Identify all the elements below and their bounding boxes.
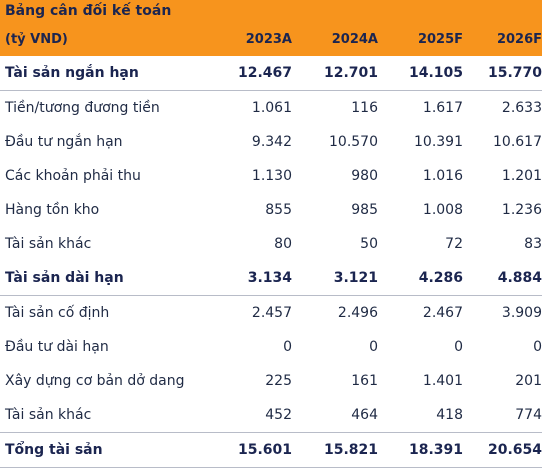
subtotal-row: Tổng tài sản 15.601 15.821 18.391 20.654 bbox=[0, 432, 542, 468]
table-row: Hàng tồn kho 855 985 1.008 1.236 bbox=[0, 193, 542, 227]
cell-value: 774 bbox=[515, 407, 542, 423]
cell-value: 0 bbox=[369, 339, 378, 355]
cell-value: 83 bbox=[524, 236, 542, 252]
column-label: 2024A bbox=[331, 31, 378, 47]
cell-value: 1.201 bbox=[501, 168, 542, 184]
table-row: Tài sản cố định 2.457 2.496 2.467 3.909 bbox=[0, 296, 542, 330]
table-row: Tài sản khác 80 50 72 83 bbox=[0, 227, 542, 261]
table-row: Tiền/tương đương tiền 1.061 116 1.617 2.633 bbox=[0, 91, 542, 125]
cell-value: 464 bbox=[351, 407, 378, 423]
cell-value: 1.617 bbox=[422, 100, 463, 116]
cell-value: 116 bbox=[351, 100, 378, 116]
row-label: Tài sản dài hạn bbox=[5, 270, 124, 286]
cell-value: 10.570 bbox=[329, 134, 378, 150]
cell-value: 0 bbox=[454, 339, 463, 355]
cell-value: 201 bbox=[515, 373, 542, 389]
cell-value: 1.008 bbox=[422, 202, 463, 218]
cell-value: 9.342 bbox=[251, 134, 292, 150]
column-label: 2026F bbox=[496, 31, 542, 47]
table-row: Các khoản phải thu 1.130 980 1.016 1.201 bbox=[0, 159, 542, 193]
cell-value: 225 bbox=[265, 373, 292, 389]
cell-value: 1.236 bbox=[501, 202, 542, 218]
cell-value: 0 bbox=[283, 339, 292, 355]
table-row: Tài sản khác 452 464 418 774 bbox=[0, 398, 542, 432]
cell-value: 20.654 bbox=[487, 442, 542, 458]
row-label: Tài sản cố định bbox=[5, 305, 110, 321]
table-body: Tài sản ngắn hạn 12.467 12.701 14.105 15.770… bbox=[0, 56, 542, 468]
cell-value: 10.617 bbox=[493, 134, 542, 150]
cell-value: 15.821 bbox=[323, 442, 378, 458]
cell-value: 2.457 bbox=[251, 305, 292, 321]
cell-value: 2.467 bbox=[422, 305, 463, 321]
cell-value: 0 bbox=[533, 339, 542, 355]
header-band: Bảng cân đối kế toán (tỷ VND) 2023A 2024A 2… bbox=[0, 0, 542, 56]
cell-value: 161 bbox=[351, 373, 378, 389]
cell-value: 10.391 bbox=[414, 134, 463, 150]
cell-value: 4.884 bbox=[497, 270, 542, 286]
column-header: (tỷ VND) 2023A 2024A 2025F 2026F bbox=[0, 22, 542, 56]
row-label: Tài sản ngắn hạn bbox=[5, 65, 139, 81]
cell-value: 2.633 bbox=[501, 100, 542, 116]
cell-value: 4.286 bbox=[418, 270, 463, 286]
cell-value: 14.105 bbox=[408, 65, 463, 81]
row-label: Xây dựng cơ bản dở dang bbox=[5, 373, 185, 389]
row-label: Tổng tài sản bbox=[5, 442, 103, 458]
cell-value: 18.391 bbox=[408, 442, 463, 458]
subtotal-row: Tài sản ngắn hạn 12.467 12.701 14.105 15.770 bbox=[0, 56, 542, 91]
cell-value: 1.016 bbox=[422, 168, 463, 184]
cell-value: 15.770 bbox=[487, 65, 542, 81]
cell-value: 15.601 bbox=[237, 442, 292, 458]
cell-value: 2.496 bbox=[337, 305, 378, 321]
row-label: Đầu tư ngắn hạn bbox=[5, 134, 123, 150]
cell-value: 80 bbox=[274, 236, 292, 252]
cell-value: 3.121 bbox=[333, 270, 378, 286]
cell-value: 980 bbox=[351, 168, 378, 184]
column-label: 2025F bbox=[417, 31, 463, 47]
subtotal-row: Tài sản dài hạn 3.134 3.121 4.286 4.884 bbox=[0, 261, 542, 296]
cell-value: 855 bbox=[265, 202, 292, 218]
cell-value: 72 bbox=[445, 236, 463, 252]
table-title: Bảng cân đối kế toán bbox=[5, 3, 172, 19]
table-row: Xây dựng cơ bản dở dang 225 161 1.401 201 bbox=[0, 364, 542, 398]
cell-value: 12.701 bbox=[323, 65, 378, 81]
cell-value: 1.401 bbox=[422, 373, 463, 389]
cell-value: 3.134 bbox=[247, 270, 292, 286]
row-label: Đầu tư dài hạn bbox=[5, 339, 109, 355]
cell-value: 1.130 bbox=[251, 168, 292, 184]
cell-value: 3.909 bbox=[501, 305, 542, 321]
cell-value: 985 bbox=[351, 202, 378, 218]
row-label: Các khoản phải thu bbox=[5, 168, 141, 184]
column-label: 2023A bbox=[245, 31, 292, 47]
cell-value: 12.467 bbox=[237, 65, 292, 81]
table-row: Đầu tư dài hạn 0 0 0 0 bbox=[0, 330, 542, 364]
cell-value: 418 bbox=[436, 407, 463, 423]
row-label: Tiền/tương đương tiền bbox=[5, 100, 160, 116]
cell-value: 452 bbox=[265, 407, 292, 423]
row-label: Hàng tồn kho bbox=[5, 202, 100, 218]
table-row: Đầu tư ngắn hạn 9.342 10.570 10.391 10.617 bbox=[0, 125, 542, 159]
cell-value: 50 bbox=[360, 236, 378, 252]
cell-value: 1.061 bbox=[251, 100, 292, 116]
row-label: Tài sản khác bbox=[5, 407, 92, 423]
column-label: (tỷ VND) bbox=[5, 31, 68, 47]
row-label: Tài sản khác bbox=[5, 236, 92, 252]
